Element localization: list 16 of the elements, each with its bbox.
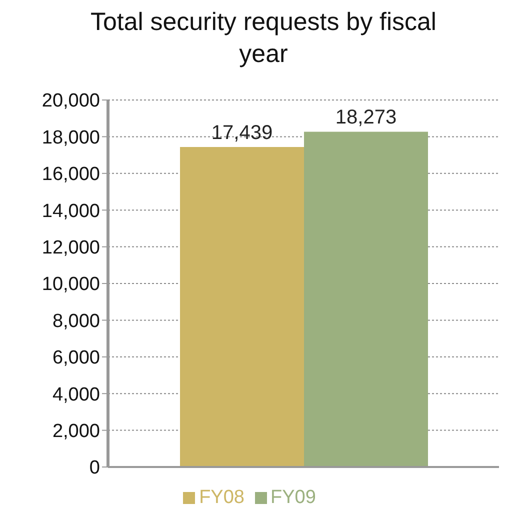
data-label: 17,439 <box>211 122 273 144</box>
chart-title: Total security requests by fiscal year <box>90 7 438 70</box>
y-tick-label: 8,000 <box>52 310 100 332</box>
legend-label: FY09 <box>270 487 316 508</box>
legend-label: FY08 <box>199 487 244 508</box>
y-tick-label: 2,000 <box>52 421 100 442</box>
y-tick-label: 6,000 <box>52 348 100 369</box>
y-tick-label: 0 <box>89 458 100 479</box>
y-tick-label: 12,000 <box>42 238 100 259</box>
y-tick-label: 20,000 <box>42 90 100 112</box>
y-tick-label: 14,000 <box>42 200 100 222</box>
y-tick-label: 10,000 <box>42 274 100 296</box>
data-label: 18,273 <box>335 106 397 129</box>
y-tick-label: 18,000 <box>42 127 100 148</box>
y-tick-label: 16,000 <box>42 164 100 186</box>
y-tick-label: 4,000 <box>52 384 100 406</box>
